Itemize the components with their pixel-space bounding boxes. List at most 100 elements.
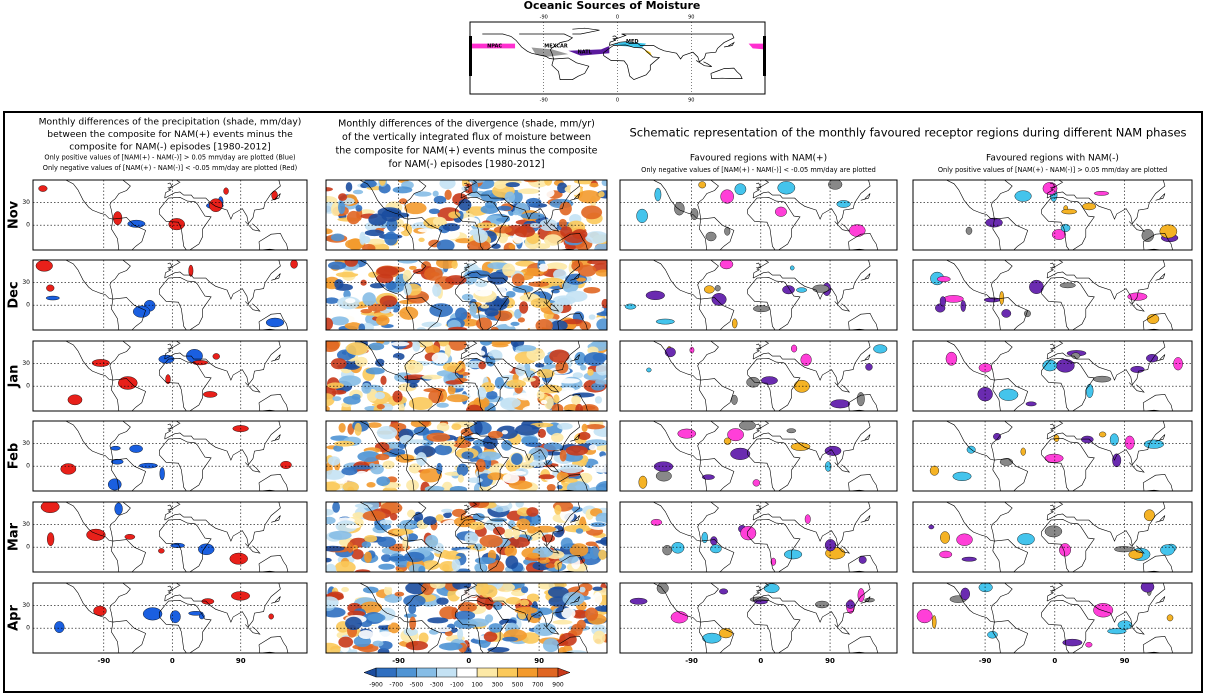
anomaly-patch <box>229 552 248 565</box>
divergence-shade <box>553 269 567 281</box>
divergence-shade <box>576 277 587 282</box>
coastline <box>46 180 289 250</box>
divergence-shade <box>461 451 474 460</box>
divergence-shade <box>532 561 551 571</box>
divergence-shade <box>366 238 386 245</box>
divergence-shade <box>327 382 344 389</box>
divergence-shade <box>565 290 588 302</box>
divergence-shade <box>326 393 335 407</box>
anomaly-patch <box>231 591 250 601</box>
divergence-shade <box>369 463 376 468</box>
colorbar-segment <box>517 667 539 678</box>
coastline <box>927 502 1173 572</box>
anomaly-patch <box>124 534 136 540</box>
divergence-shade <box>571 609 588 619</box>
divergence-shade <box>521 586 529 594</box>
divergence-shade <box>493 526 505 536</box>
map-frame <box>32 179 308 251</box>
divergence-shade <box>436 462 443 475</box>
divergence-shade <box>367 613 386 623</box>
anomaly-patch <box>1112 453 1122 468</box>
anomaly-patch <box>1060 223 1071 232</box>
x-tick-label: 0 <box>170 657 175 665</box>
anomaly-patch <box>1114 546 1134 553</box>
x-tick-label: 0 <box>1052 657 1057 665</box>
anomaly-patch <box>198 543 215 556</box>
map-frame <box>619 501 898 573</box>
anomaly-patch <box>815 600 830 609</box>
divergence-shade <box>527 552 541 559</box>
divergence-shade <box>355 204 363 212</box>
divergence-shade <box>583 286 601 294</box>
divergence-shade <box>367 303 387 312</box>
map-frame <box>912 501 1193 573</box>
divergence-shade <box>601 180 607 187</box>
divergence-shade <box>358 630 374 640</box>
divergence-shade <box>360 279 367 286</box>
anomaly-patch <box>1124 435 1135 450</box>
column-title: of the vertically integrated flux of moi… <box>342 132 591 143</box>
anomaly-patch <box>1173 357 1183 371</box>
divergence-shade <box>541 534 555 543</box>
divergence-shade <box>505 182 520 188</box>
divergence-shade <box>491 295 510 307</box>
y-tick-label: 0 <box>26 222 30 229</box>
divergence-shade <box>534 363 545 368</box>
divergence-shade <box>551 403 564 411</box>
map-panel <box>913 421 1192 491</box>
divergence-shade <box>526 507 539 517</box>
divergence-shade <box>409 382 418 388</box>
source-region <box>612 41 647 48</box>
divergence-shade <box>546 483 556 491</box>
anomaly-patch <box>170 542 185 548</box>
divergence-shade <box>456 549 478 554</box>
column-title: composite for NAM(-) episodes [1980-2012… <box>69 142 271 153</box>
divergence-shade <box>440 508 453 513</box>
y-tick-label: 30 <box>22 199 30 206</box>
divergence-shade <box>347 238 363 250</box>
anomaly-patch <box>723 437 732 445</box>
map-frame <box>32 259 308 331</box>
divergence-shade <box>364 551 372 563</box>
divergence-shade <box>538 474 555 480</box>
divergence-shade <box>345 502 360 505</box>
anomaly-patch <box>1146 313 1160 324</box>
divergence-shade <box>372 312 394 318</box>
divergence-shade <box>583 352 606 367</box>
divergence-shade <box>561 607 576 619</box>
y-tick-label: 30 <box>22 602 30 609</box>
anomaly-patch <box>710 544 722 554</box>
anomaly-patch <box>770 557 777 566</box>
divergence-shade <box>395 454 415 463</box>
divergence-shade <box>334 561 356 572</box>
divergence-shade <box>451 508 467 518</box>
divergence-shade <box>514 226 536 238</box>
divergence-shade <box>379 295 398 308</box>
divergence-shade <box>487 472 505 481</box>
divergence-shade <box>587 260 607 265</box>
divergence-shade <box>409 265 417 270</box>
divergence-shade <box>467 618 489 627</box>
colorbar-tick-label: -900 <box>369 682 383 689</box>
divergence-shade <box>591 463 607 473</box>
divergence-shade <box>403 594 426 607</box>
divergence-shade <box>326 545 345 552</box>
column-title: Monthly differences of the divergence (s… <box>338 119 595 130</box>
colorbar-extension <box>363 667 377 678</box>
divergence-shade <box>544 180 553 186</box>
divergence-shade <box>535 318 553 330</box>
divergence-shade <box>330 316 349 326</box>
anomaly-patch <box>1160 544 1175 556</box>
y-tick-label: 30 <box>22 279 30 286</box>
divergence-shade <box>592 630 606 645</box>
divergence-shade <box>376 426 398 440</box>
divergence-shade <box>595 539 607 544</box>
divergence-shade <box>354 569 371 572</box>
map-panel <box>620 421 897 491</box>
divergence-shade <box>379 180 386 186</box>
map-panel <box>913 583 1192 653</box>
divergence-shade <box>472 513 485 521</box>
divergence-shade <box>379 519 393 525</box>
divergence-shade <box>360 235 371 244</box>
divergence-shade <box>358 323 366 330</box>
